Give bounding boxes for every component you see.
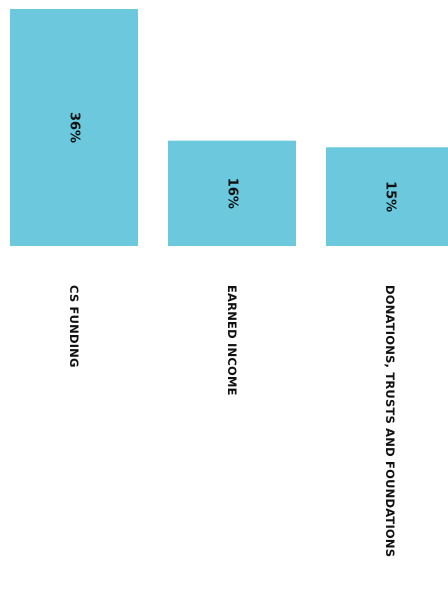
bar-2 xyxy=(168,140,296,246)
bar-value-label-3: 15% xyxy=(383,181,398,212)
bar-value-label-2: 16% xyxy=(225,178,240,209)
category-label-2: EARNED INCOME xyxy=(225,285,239,396)
category-label-3: DONATIONS, TRUSTS AND FOUNDATIONS xyxy=(383,285,397,557)
category-label-1: CS FUNDING xyxy=(67,285,81,368)
bar-value-label-1: 36% xyxy=(67,112,82,143)
bar-1 xyxy=(10,9,138,246)
bar-3 xyxy=(326,147,448,246)
